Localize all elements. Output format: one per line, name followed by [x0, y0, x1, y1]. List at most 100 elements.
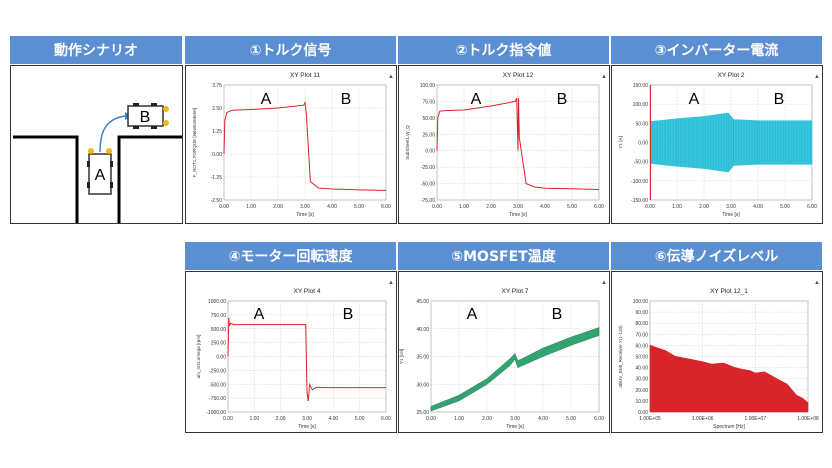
series-area — [649, 344, 809, 413]
cell-mosfet-temp: XY Plot 7 ▲ 45.00 40.00 35.00 30.00 25.00 0.00 1… — [398, 271, 610, 433]
plot-title: XY Plot 12 — [503, 72, 534, 79]
y-tick-label: 10.00 — [635, 399, 648, 405]
y-tick-label: -25.00 — [421, 165, 435, 171]
y-tick-label: 1000.00 — [208, 299, 226, 305]
x-axis-label: Time [s] — [298, 424, 316, 430]
x-tick-label: 2.00 — [699, 204, 709, 210]
region-label-b: B — [557, 91, 568, 108]
y-tick-label: 35.00 — [416, 355, 429, 361]
series-line — [227, 317, 386, 401]
x-tick-label: 1.00 — [454, 416, 464, 422]
x-tick-label: 1.00E+06 — [692, 416, 714, 422]
x-tick-label: 4.00 — [538, 416, 548, 422]
x-axis-label: Time [s] — [296, 212, 314, 218]
y-tick-label: 90.00 — [635, 310, 648, 316]
y-tick-label: 0.00 — [212, 152, 222, 158]
x-tick-label: 4.00 — [327, 204, 337, 210]
y-tick-label: 50.00 — [635, 355, 648, 361]
y-axis-label: am_rot1.omega [rpm] — [196, 335, 201, 379]
y-tick-label: -100.00 — [631, 179, 648, 185]
region-label-b: B — [341, 91, 352, 108]
y-tick-label: 150.00 — [633, 83, 649, 89]
x-tick-label: 6.00 — [381, 204, 391, 210]
chart-motor-speed: XY Plot 4▲1000.00750.00500.00250.000.00-… — [196, 280, 394, 430]
y-tick-label: 25.00 — [416, 410, 429, 416]
y-tick-label: -1.25 — [211, 175, 223, 181]
x-tick-label: 3.00 — [726, 204, 736, 210]
y-tick-label: -1000.00 — [206, 410, 226, 416]
x-tick-label: 0.00 — [219, 204, 229, 210]
plot-title: XY Plot 11 — [290, 72, 320, 79]
y-axis-label: dBUV_EMI_Receiver.Y(1-120) — [618, 325, 623, 388]
y-tick-label: 500.00 — [211, 327, 227, 333]
x-tick-label: 3.00 — [510, 416, 520, 422]
cell-inverter-current: XY Plot 2 ▲ 150.00 100.00 50.00 0.00 -50.00 -10… — [611, 65, 823, 224]
x-tick-label: 2.00 — [482, 416, 492, 422]
plot-corner-icon: ▲ — [601, 280, 607, 286]
scenario-label-a: A — [95, 167, 106, 184]
y-tick-label: 40.00 — [635, 366, 648, 372]
y-tick-label: 250.00 — [211, 341, 227, 347]
chart-torque-command: XY Plot 12 ▲ 100.00 75.00 50.00 25.00 0.00 -25.… — [405, 72, 607, 218]
x-tick-label: 2.00 — [486, 204, 496, 210]
cell-torque-command: XY Plot 12 ▲ 100.00 75.00 50.00 25.00 0.00 -25.… — [398, 65, 610, 224]
header-scenario: 動作シナリオ — [10, 36, 182, 64]
x-tick-label: 5.00 — [567, 204, 577, 210]
y-axis-label: F_ROT1.TORQUE [NewtonMeter] — [192, 108, 197, 178]
region-label-b: B — [343, 306, 354, 323]
x-tick-label: 3.00 — [302, 416, 312, 422]
chart-torque-signal: XY Plot 11 ▲3.752.501.250.00-1.25-2.500.0… — [192, 72, 394, 218]
scenario-cell: A B — [10, 65, 183, 224]
y-tick-label: 0.00 — [216, 355, 226, 361]
plot-title: XY Plot 2 — [718, 72, 745, 79]
y-tick-label: -750.00 — [209, 396, 226, 402]
y-tick-label: 0.00 — [638, 410, 648, 416]
x-axis-label: Spectrum [Hz] — [713, 424, 745, 430]
y-tick-label: 100.00 — [633, 299, 649, 305]
plot-title: XY Plot 7 — [502, 288, 529, 295]
y-tick-label: 0.00 — [638, 141, 648, 147]
scenario-label-b: B — [140, 109, 151, 126]
y-axis-label: Y1 [cel] — [399, 349, 404, 364]
y-tick-label: 50.00 — [635, 121, 648, 127]
x-tick-label: 6.00 — [381, 416, 391, 422]
y-tick-label: 3.75 — [212, 83, 222, 89]
y-tick-label: -250.00 — [209, 368, 226, 374]
x-axis-label: Time [s] — [509, 212, 527, 218]
x-axis-label: Time [s] — [722, 212, 740, 218]
plot-corner-icon: ▲ — [814, 74, 820, 80]
x-tick-label: 2.00 — [276, 416, 286, 422]
region-label-a: A — [471, 91, 482, 108]
y-tick-label: 20.00 — [635, 388, 648, 394]
x-tick-label: 1.00 — [459, 204, 469, 210]
x-tick-label: 5.00 — [355, 416, 365, 422]
x-tick-label: 5.00 — [566, 416, 576, 422]
y-axis-label: SubSheet1.W_Q — [405, 125, 410, 160]
region-label-a: A — [254, 306, 265, 323]
y-tick-label: 50.00 — [422, 116, 435, 122]
header-conducted-noise: ⑥伝導ノイズレベル — [611, 242, 822, 270]
y-tick-label: 100.00 — [420, 83, 436, 89]
y-tick-label: -500.00 — [209, 382, 226, 388]
region-label-b: B — [774, 91, 785, 108]
y-tick-label: 100.00 — [633, 102, 649, 108]
region-label-a: A — [261, 91, 272, 108]
cell-torque-signal: XY Plot 11 ▲ 3.75 2.50 1.25 0.00 -1.25 -2.50 0.0… — [185, 65, 397, 224]
plot-title: XY Plot 12_1 — [710, 288, 748, 295]
y-tick-label: -50.00 — [421, 182, 435, 188]
x-tick-label: 2.00 — [273, 204, 283, 210]
y-tick-label: 80.00 — [635, 321, 648, 327]
y-tick-label: 45.00 — [416, 299, 429, 305]
x-tick-label: 1.00 — [249, 416, 259, 422]
plot-corner-icon: ▲ — [388, 74, 394, 80]
header-mosfet-temp: ⑤MOSFET温度 — [398, 242, 609, 270]
y-tick-label: 2.50 — [212, 106, 222, 112]
y-axis-label: Y1 [A] — [618, 136, 623, 149]
y-tick-label: 60.00 — [635, 343, 648, 349]
x-tick-label: 0.00 — [426, 416, 436, 422]
cell-conducted-noise: XY Plot 12_1 ▲ 100.00 90.00 80.00 70.00 60.00 5… — [611, 271, 823, 433]
x-tick-label: 6.00 — [594, 204, 604, 210]
x-tick-label: 6.00 — [594, 416, 604, 422]
plot-corner-icon: ▲ — [601, 74, 607, 80]
x-tick-label: 5.00 — [780, 204, 790, 210]
